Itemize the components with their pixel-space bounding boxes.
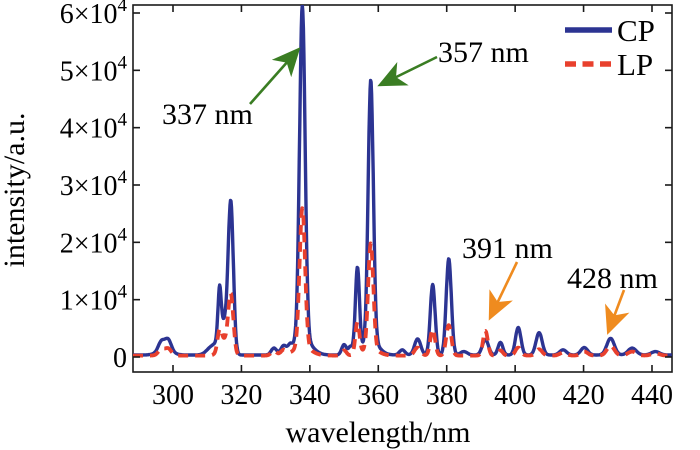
- curves: [133, 5, 672, 358]
- x-tick-label: 300: [152, 380, 194, 411]
- y-tick-label: 4×104: [60, 110, 128, 145]
- annotation-text: 391 nm: [462, 232, 553, 265]
- annotation-text: 337 nm: [162, 98, 253, 131]
- y-tick-label: 6×104: [60, 0, 128, 30]
- y-tick-label: 1×104: [60, 282, 128, 317]
- annotation-arrow: [605, 289, 630, 335]
- annotation-text: 428 nm: [567, 262, 658, 295]
- y-axis-label: intensity/a.u.: [0, 113, 31, 268]
- annotation-text: 357 nm: [438, 36, 529, 69]
- cp-curve: [133, 5, 672, 357]
- x-tick-label: 420: [563, 380, 605, 411]
- peak-annotations: 337 nm 357 nm 391 nm 428 nm: [162, 36, 658, 335]
- x-tick-label: 400: [494, 380, 536, 411]
- x-tick-label: 320: [220, 380, 262, 411]
- lp-curve: [133, 206, 672, 358]
- tick-marks: [133, 5, 672, 372]
- legend-label-lp: LP: [617, 47, 653, 82]
- y-tick-label: 3×104: [60, 167, 128, 202]
- y-tick-label: 0: [113, 343, 127, 374]
- x-tick-label: 360: [357, 380, 399, 411]
- annotation-arrow: [488, 261, 519, 321]
- annotation-arrow: [377, 55, 438, 87]
- plot-border: [132, 4, 673, 373]
- x-tick-label: 340: [289, 380, 331, 411]
- axes-box: [132, 4, 673, 373]
- annotation-arrow: [249, 47, 301, 105]
- tick-labels: 300 320 340 360 380 400 420 440 0 1×104 2×104 3×104…: [60, 0, 673, 411]
- legend-label-cp: CP: [617, 13, 655, 48]
- x-axis-label: wavelength/nm: [286, 416, 471, 449]
- y-tick-label: 5×104: [60, 52, 128, 87]
- y-tick-label: 2×104: [60, 224, 128, 259]
- x-tick-label: 440: [631, 380, 673, 411]
- x-tick-label: 380: [426, 380, 468, 411]
